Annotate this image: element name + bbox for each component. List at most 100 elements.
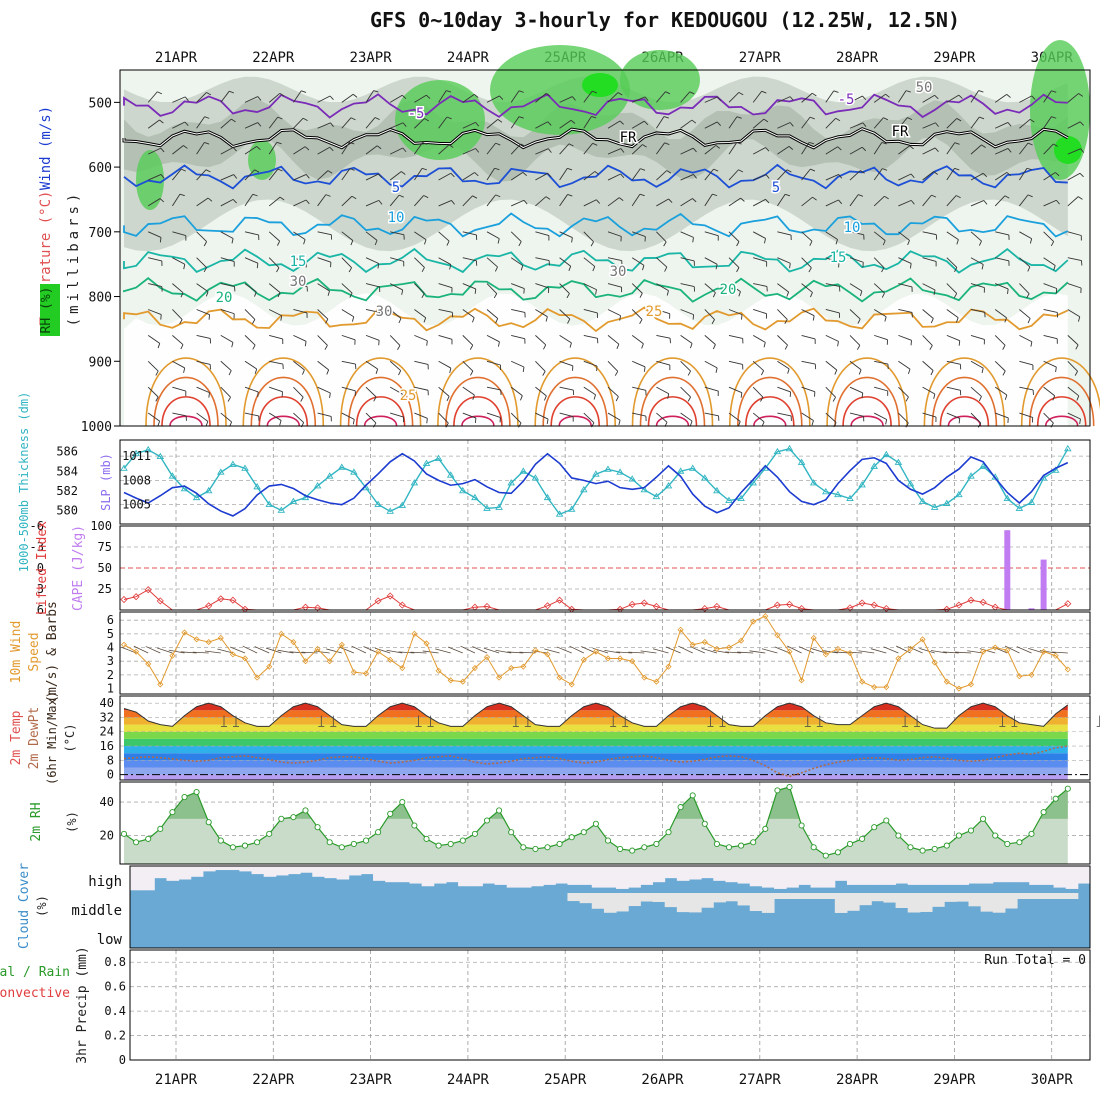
cloud-middle-clear (603, 893, 617, 913)
date-label-bottom: 21APR (155, 1072, 198, 1088)
rh2m-point (895, 832, 902, 839)
wind-barb (632, 360, 646, 368)
wind-barb-flag (184, 121, 189, 127)
wind-barb-flag (595, 289, 597, 295)
wind-barb-flag (206, 92, 212, 96)
wind-barb (752, 118, 765, 129)
wind-barb-flag (1052, 395, 1056, 401)
wind-barb-flag (712, 344, 716, 350)
thickness-point (241, 464, 249, 471)
rh2m-point (617, 845, 624, 852)
wind-barb-flag (693, 174, 697, 179)
wind-barb-flag (545, 196, 551, 200)
rh2m-point (641, 844, 648, 851)
wind-barb-flag (931, 194, 937, 198)
cloud-middle-clear (616, 893, 629, 912)
cloud-high-clear (336, 866, 350, 880)
wind-barb-flag (446, 240, 450, 246)
rh2m-point (629, 847, 636, 854)
cloud-high-clear (348, 866, 362, 876)
wind-barb-flag (785, 193, 791, 197)
wind-barb-flag (205, 421, 209, 427)
rh2m-point (350, 840, 357, 847)
wind-barb-flag (523, 199, 528, 205)
wind-barb (801, 360, 816, 365)
wind-barb (414, 360, 429, 365)
warm-contour (558, 415, 592, 427)
wind-barb (1019, 168, 1028, 181)
thickness-point (943, 499, 951, 506)
wind-barb-flag (881, 141, 887, 145)
wind-barb-flag (615, 396, 619, 402)
wind-barb-flag (763, 118, 769, 123)
rh2m-point (266, 830, 273, 837)
wind-barb (970, 412, 982, 424)
wind-barb (244, 360, 257, 370)
wind-barb (777, 335, 788, 346)
wind-barb (341, 231, 354, 241)
wind-barb (1043, 412, 1054, 424)
wind-barb (414, 257, 425, 268)
thickness-point (507, 479, 515, 486)
wind-barb (341, 117, 352, 129)
wind-barb-flag (808, 267, 812, 273)
wind-barb-flag (930, 370, 934, 376)
cloud-high-clear (883, 866, 897, 885)
wind-barb (680, 231, 694, 238)
wind-barb-flag (905, 422, 909, 428)
wind-barb (172, 121, 186, 129)
thickness-point (592, 470, 600, 477)
cloud-middle-clear (664, 893, 678, 908)
lifted-index-point (132, 593, 140, 601)
wind-barb-flag (955, 195, 961, 199)
precip-tick-label: 0.4 (104, 1004, 126, 1018)
wind-barb (656, 412, 668, 423)
wind-barb (172, 96, 186, 103)
wind-barb-flag (642, 144, 647, 148)
wind10-point (798, 677, 805, 684)
cape-bar (1040, 559, 1047, 610)
wind-barb (607, 120, 621, 129)
thickness-point (616, 468, 624, 475)
wind-barb-flag (426, 340, 428, 346)
wind-barb (172, 145, 184, 155)
wind-barb-flag (1004, 317, 1007, 323)
date-label-top: 23APR (350, 50, 393, 66)
wind-barb-flag (594, 171, 600, 175)
wind10-point (980, 648, 987, 655)
wind-barb-flag (810, 292, 813, 298)
wind-barb-flag (811, 420, 814, 426)
wind-barb-flag (302, 117, 308, 122)
wind-barb (849, 194, 859, 207)
cloud-middle-clear (859, 893, 872, 906)
wind-barb (1067, 172, 1081, 181)
thickness-point (386, 507, 394, 514)
wind-barb (752, 334, 766, 343)
wind-barb (704, 231, 719, 237)
wind-barb-flag (809, 240, 813, 246)
rh2m-point (1004, 840, 1011, 847)
wind-barb-flag (446, 396, 450, 402)
wind-barb (1019, 386, 1034, 391)
thickness-point (822, 487, 830, 495)
wind-barb (825, 117, 836, 129)
thickness-point (652, 492, 661, 500)
wind-barb (1043, 90, 1052, 103)
wind-barb (607, 283, 622, 288)
wind-barb (389, 283, 403, 291)
thickness-point (144, 445, 152, 453)
li-tick-label: -6 (30, 519, 44, 533)
thickness-point (701, 474, 709, 481)
wind-barb-flag (692, 147, 697, 153)
wind-barb (559, 309, 571, 320)
wind-barb (365, 412, 377, 424)
wind-barb (656, 231, 667, 243)
wind-barb-flag (183, 145, 188, 149)
cloud-high-clear (494, 866, 508, 885)
wind-barb-flag (929, 345, 933, 350)
wind10-barb (192, 651, 209, 654)
precip-panel: 0.80.60.40.20 Total / Rain Convective 3h… (0, 946, 1091, 1067)
wind-barb-flag (618, 419, 621, 426)
wind-barb (607, 231, 622, 237)
cloud-high-clear (944, 866, 957, 885)
